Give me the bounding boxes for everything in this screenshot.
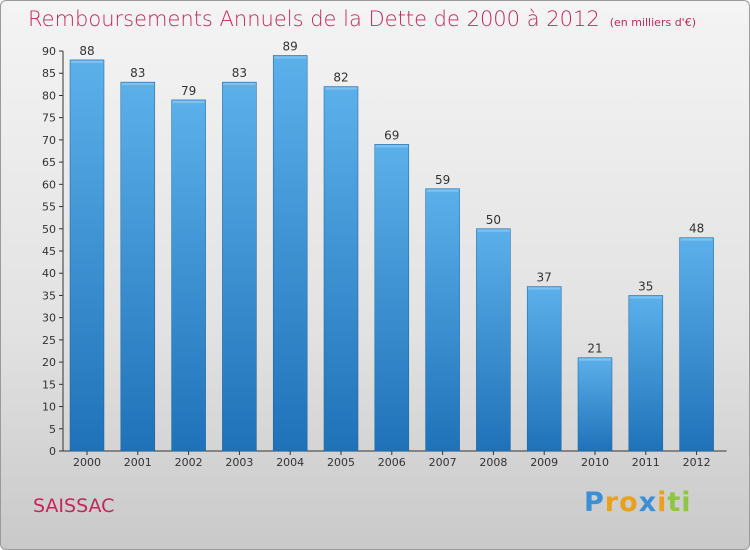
logo-letter: o [619,487,639,518]
bars [69,55,714,452]
data-label: 83 [130,66,145,80]
data-label: 88 [79,44,94,58]
x-tick-label: 2011 [632,456,660,469]
bar [526,286,562,452]
data-labels: 88 83 79 83 89 82 69 59 50 37 21 35 48 [79,39,704,355]
bar [171,99,206,452]
bar-highlight [629,296,662,299]
bar-highlight [274,56,307,59]
x-tick-label: 2007 [429,456,457,469]
y-tick-label: 35 [42,289,56,302]
bar [628,295,664,452]
data-label: 69 [384,128,399,142]
y-tick-label: 75 [42,112,56,125]
bar-highlight [172,100,205,103]
bar [69,59,105,452]
data-label: 50 [486,213,501,227]
bar-highlight [325,87,357,90]
bar-highlight [477,229,510,232]
y-tick-label: 40 [42,267,56,280]
data-label: 59 [435,173,450,187]
data-label: 48 [689,222,704,236]
y-tick-label: 50 [42,223,56,236]
bar-highlight [121,83,154,86]
bar [476,228,511,452]
logo-letter: r [604,487,620,518]
y-tick-label: 15 [42,378,56,391]
data-label: 37 [537,271,552,285]
x-tick-label: 2002 [175,456,203,469]
bar-highlight [223,83,256,86]
data-label: 35 [638,279,653,293]
x-tick-label: 2003 [225,456,253,469]
x-tick-label: 2006 [378,456,406,469]
x-tick-label: 2012 [683,456,711,469]
logo-letter: P [584,487,605,518]
bar [374,144,410,452]
logo-letter: i [681,487,692,518]
bar-highlight [71,60,103,63]
bar-highlight [375,145,408,148]
logo-letter: t [667,487,682,518]
logo-letter: x [638,487,658,518]
bar [323,86,359,452]
bar [425,188,460,452]
data-label: 82 [333,71,348,85]
data-label: 83 [232,66,247,80]
data-label: 21 [587,342,602,356]
y-tick-label: 30 [42,312,56,325]
bar [679,237,714,452]
y-tick-label: 5 [49,423,56,436]
chart-title-text: Remboursements Annuels de la Dette de 20… [28,7,600,31]
bar-highlight [579,358,611,361]
y-tick-label: 60 [42,178,56,191]
x-tick-label: 2001 [124,456,152,469]
x-tick-label: 2010 [581,456,609,469]
y-tick-label: 10 [42,401,56,414]
y-tick-label: 25 [42,334,56,347]
x-tick-label: 2005 [327,456,355,469]
proxiti-logo[interactable]: Proxiti [584,487,692,518]
y-tick-label: 20 [42,356,56,369]
y-tick-label: 80 [42,89,56,102]
y-tick-label: 45 [42,245,56,258]
y-tick-label: 65 [42,156,56,169]
bar [272,55,308,452]
bar [222,81,257,452]
x-tick-label: 2000 [73,456,101,469]
data-label: 79 [181,84,196,98]
chart-unit-note: (en milliers d'€) [609,16,696,29]
y-tick-label: 90 [42,45,56,58]
y-tick-label: 85 [42,67,56,80]
x-tick-label: 2004 [276,456,304,469]
city-name: SAISSAC [33,495,115,517]
y-tick-label: 0 [49,445,56,458]
y-tick-label: 55 [42,201,56,214]
data-label: 89 [283,39,298,53]
bar-highlight [528,287,561,290]
chart-title: Remboursements Annuels de la Dette de 20… [28,7,696,31]
logo-letter: i [657,487,668,518]
bar [120,81,156,452]
y-tick-label: 70 [42,134,56,147]
y-axis: 0 5 10 15 20 25 30 35 40 45 50 55 60 65 70 75 80 85 90 [42,45,64,458]
bar-highlight [680,238,713,241]
x-tick-label: 2009 [530,456,558,469]
bar [577,357,613,452]
bar-highlight [426,189,459,192]
x-tick-label: 2008 [479,456,507,469]
x-axis: 2000 2001 2002 2003 2004 2005 2006 2007 2008 2009… [63,450,727,469]
